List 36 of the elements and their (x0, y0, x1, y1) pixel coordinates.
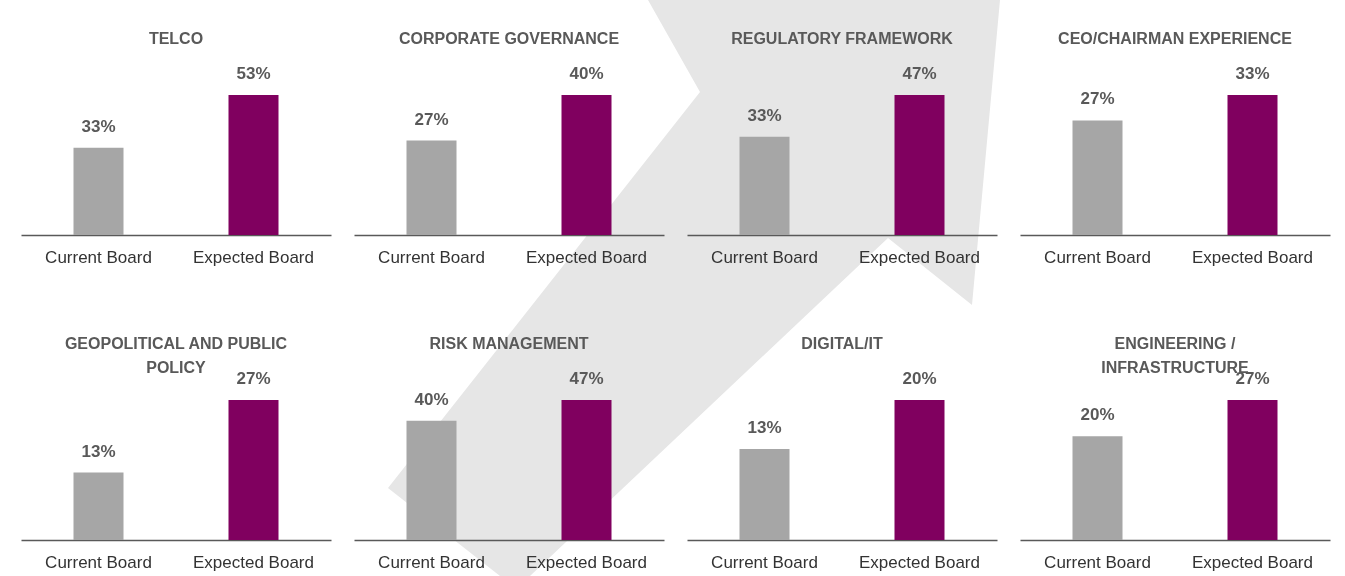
x-tick-label: Expected Board (859, 247, 980, 267)
data-label: 27% (1080, 89, 1115, 109)
data-label: 47% (902, 64, 937, 83)
x-tick-label: Current Board (378, 552, 485, 572)
data-label: 47% (569, 369, 604, 388)
chart-title: TELCO (148, 30, 204, 47)
chart-title: RISK MANAGEMENT (429, 335, 589, 352)
chart-title: REGULATORY FRAMEWORK (731, 30, 954, 47)
x-tick-label: Current Board (711, 552, 818, 572)
chart-title: CEO/CHAIRMAN EXPERIENCE (1058, 30, 1293, 47)
x-tick-label: Current Board (45, 247, 152, 267)
x-tick-label: Expected Board (526, 247, 647, 267)
data-label: 40% (414, 389, 449, 409)
data-label: 13% (747, 418, 782, 437)
x-tick-label: Expected Board (859, 552, 980, 572)
data-label: 33% (1235, 64, 1270, 83)
x-tick-label: Expected Board (193, 552, 314, 572)
data-label: 53% (236, 64, 271, 83)
x-tick-label: Expected Board (1192, 552, 1313, 572)
x-tick-label: Current Board (378, 247, 485, 267)
data-label: 33% (81, 116, 116, 136)
x-tick-label: Expected Board (193, 247, 314, 267)
data-label: 20% (1080, 405, 1115, 425)
x-tick-label: Current Board (45, 552, 152, 572)
data-label: 13% (81, 441, 116, 461)
x-tick-label: Current Board (1044, 552, 1151, 572)
data-label: 27% (414, 109, 449, 129)
data-label: 33% (747, 105, 782, 125)
x-tick-label: Expected Board (1192, 247, 1313, 267)
data-label: 40% (569, 64, 604, 83)
data-label: 20% (902, 369, 937, 388)
chart-title: DIGITAL/IT (801, 335, 883, 352)
x-tick-label: Expected Board (526, 552, 647, 572)
x-tick-label: Current Board (711, 247, 818, 267)
x-tick-label: Current Board (1044, 247, 1151, 267)
chart-title: CORPORATE GOVERNANCE (398, 30, 620, 47)
